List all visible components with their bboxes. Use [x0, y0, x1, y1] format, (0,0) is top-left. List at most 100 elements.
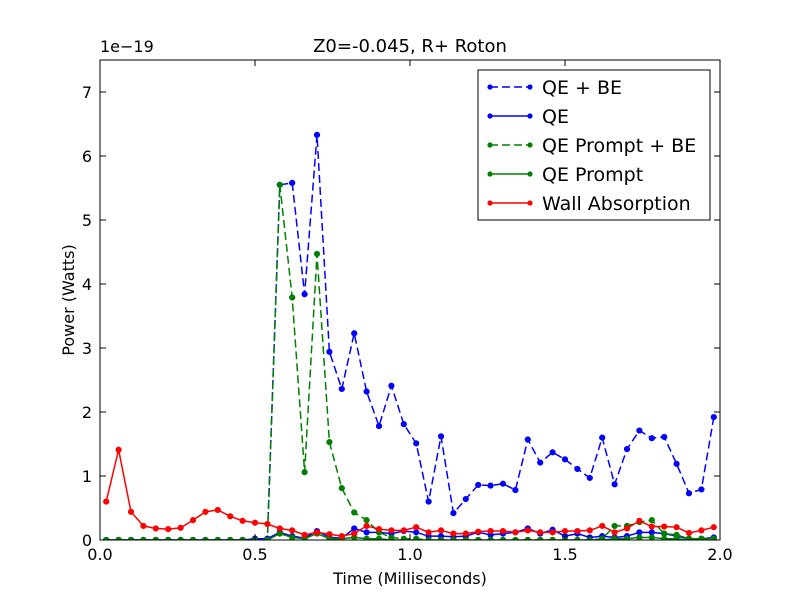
data-point: [586, 474, 593, 482]
data-point: [264, 520, 271, 528]
data-point: [289, 294, 296, 301]
data-point: [475, 536, 482, 540]
data-point: [289, 534, 296, 540]
legend-label: QE Prompt + BE: [542, 135, 696, 157]
data-point: [189, 517, 197, 524]
data-point: [623, 535, 631, 540]
data-point: [363, 535, 370, 540]
chart-title: Z0=-0.045, R+ Roton: [313, 36, 507, 57]
data-point: [661, 535, 668, 540]
data-point: [512, 486, 519, 494]
data-point: [586, 527, 593, 534]
data-point: [140, 536, 147, 540]
data-point: [475, 528, 482, 535]
data-point: [561, 527, 569, 535]
data-point: [549, 529, 556, 536]
data-point: [611, 529, 618, 536]
legend-item: Wall Absorption: [487, 193, 691, 215]
data-point: [698, 486, 705, 493]
data-point: [586, 536, 593, 540]
legend-marker: [527, 113, 533, 119]
y-tick-label: 0: [82, 531, 92, 550]
data-point: [685, 490, 693, 497]
data-point: [537, 529, 544, 536]
data-point: [375, 526, 383, 533]
data-point: [413, 524, 420, 531]
data-point: [351, 509, 358, 516]
data-point: [413, 536, 420, 540]
data-point: [499, 536, 507, 540]
data-point: [165, 526, 172, 533]
data-point: [338, 533, 345, 540]
data-point: [177, 524, 184, 531]
y-offset-label: 1e−19: [100, 37, 154, 56]
legend-marker: [527, 200, 533, 206]
data-point: [710, 414, 717, 421]
x-axis-label: Time (Milliseconds): [332, 569, 487, 588]
data-point: [561, 456, 569, 463]
data-point: [189, 536, 197, 540]
y-tick-label: 5: [82, 211, 92, 230]
legend-label: QE: [542, 106, 569, 128]
legend-item: QE + BE: [487, 77, 622, 99]
data-point: [425, 529, 432, 536]
data-point: [251, 519, 259, 526]
data-point: [549, 449, 556, 456]
data-point: [326, 531, 333, 538]
data-point: [611, 481, 618, 488]
y-tick-label: 4: [82, 275, 92, 294]
data-point: [239, 517, 246, 524]
legend-marker: [487, 171, 493, 177]
data-point: [363, 388, 370, 395]
data-point: [388, 382, 395, 389]
data-point: [351, 530, 358, 537]
data-point: [276, 530, 283, 537]
data-point: [115, 446, 122, 453]
data-point: [313, 250, 321, 258]
data-point: [661, 523, 668, 530]
data-point: [710, 524, 717, 531]
data-point: [549, 536, 556, 540]
data-point: [103, 498, 110, 505]
data-point: [599, 434, 606, 441]
data-point: [623, 525, 631, 532]
data-point: [313, 131, 321, 138]
data-point: [648, 534, 655, 540]
data-point: [574, 527, 581, 535]
data-point: [636, 534, 643, 540]
data-point: [499, 527, 507, 535]
data-point: [202, 536, 209, 540]
data-point: [648, 529, 655, 536]
legend-marker: [527, 84, 533, 90]
data-point: [636, 529, 643, 536]
data-point: [661, 433, 668, 441]
data-point: [127, 536, 135, 540]
legend-marker: [487, 142, 493, 148]
data-point: [103, 536, 110, 540]
ticks-layer: 0.0 0.5 1.0 1.5 2.0 0 1 2 3 4 5 6 7: [82, 60, 733, 564]
data-point: [338, 485, 345, 492]
data-point: [202, 508, 209, 515]
y-tick-label: 6: [82, 147, 92, 166]
data-point: [698, 527, 705, 534]
data-point: [685, 529, 693, 537]
data-point: [648, 523, 655, 530]
data-point: [227, 513, 234, 520]
data-point: [512, 529, 519, 536]
data-point: [487, 527, 494, 535]
data-point: [363, 522, 370, 530]
legend-marker: [487, 113, 493, 119]
data-point: [574, 465, 581, 473]
data-point: [388, 527, 395, 534]
data-point: [462, 530, 469, 537]
data-point: [710, 536, 717, 540]
data-point: [127, 508, 135, 515]
data-point: [413, 529, 420, 536]
data-point: [301, 469, 308, 476]
series-layer: [103, 131, 717, 540]
data-point: [673, 524, 680, 531]
data-point: [537, 459, 544, 466]
legend-marker: [527, 171, 533, 177]
data-point: [400, 421, 407, 428]
